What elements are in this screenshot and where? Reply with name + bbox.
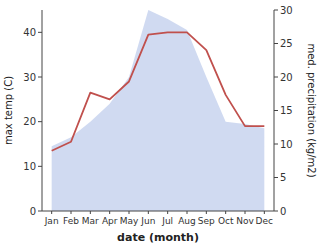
x-tick (71, 211, 72, 214)
y2-tick (274, 77, 278, 78)
y2-tick-label: 15 (280, 105, 293, 116)
y2-tick (274, 110, 278, 111)
x-tick (245, 211, 246, 214)
y2-tick (274, 43, 278, 44)
y-tick (38, 121, 42, 122)
y-tick (38, 211, 42, 212)
y2-axis-label: med. precipitation (kg/m2) (306, 43, 317, 177)
y-axis-line (42, 10, 43, 211)
y2-tick (274, 177, 278, 178)
x-tick (206, 211, 207, 214)
x-tick (109, 211, 110, 214)
x-tick (167, 211, 168, 214)
y-axis-label: max temp (C) (3, 76, 14, 145)
y-tick-label: 40 (23, 27, 36, 38)
x-axis-line (42, 211, 274, 212)
chart: 0 10 20 30 40 0 5 10 15 20 25 30 Jan FebMarAprMayJun J… (0, 0, 318, 247)
y2-tick-label: 20 (280, 72, 293, 83)
y-tick (38, 166, 42, 167)
x-tick-label: Nov (236, 216, 254, 226)
y2-tick-label: 30 (280, 5, 293, 16)
y2-tick (274, 10, 278, 11)
x-tick (225, 211, 226, 214)
x-tick (264, 211, 265, 214)
area (52, 10, 265, 211)
y-tick-label: 10 (23, 161, 36, 172)
x-tick-label: Oct (218, 216, 234, 226)
line (52, 32, 265, 150)
x-tick-label: Sep (198, 216, 215, 226)
y2-tick (274, 144, 278, 145)
y2-tick-label: 25 (280, 38, 293, 49)
x-tick-label: Jul (161, 216, 173, 226)
x-tick-label: Dec (256, 216, 273, 226)
y2-tick-label: 0 (280, 206, 286, 217)
y-tick-label: 30 (23, 72, 36, 83)
x-tick (90, 211, 91, 214)
x-tick-label: May (120, 216, 139, 226)
x-tick-label: Apr (102, 216, 118, 226)
y2-tick-label: 10 (280, 139, 293, 150)
x-tick-label: Feb (63, 216, 79, 226)
x-axis-label: date (month) (117, 231, 199, 244)
x-tick (51, 211, 52, 214)
x-tick-label: Jun (140, 216, 155, 226)
x-tick (148, 211, 149, 214)
y-tick-label: 0 (30, 206, 36, 217)
x-tick (187, 211, 188, 214)
x-tick-label: Aug (178, 216, 196, 226)
x-tick-label: Jan (44, 216, 59, 226)
plot-area (52, 10, 265, 211)
x-tick (129, 211, 130, 214)
y2-tick (274, 211, 278, 212)
y-tick (38, 77, 42, 78)
x-tick-label: Mar (82, 216, 99, 226)
y-tick (38, 32, 42, 33)
y2-tick-label: 5 (280, 172, 286, 183)
y-tick-label: 20 (23, 116, 36, 127)
